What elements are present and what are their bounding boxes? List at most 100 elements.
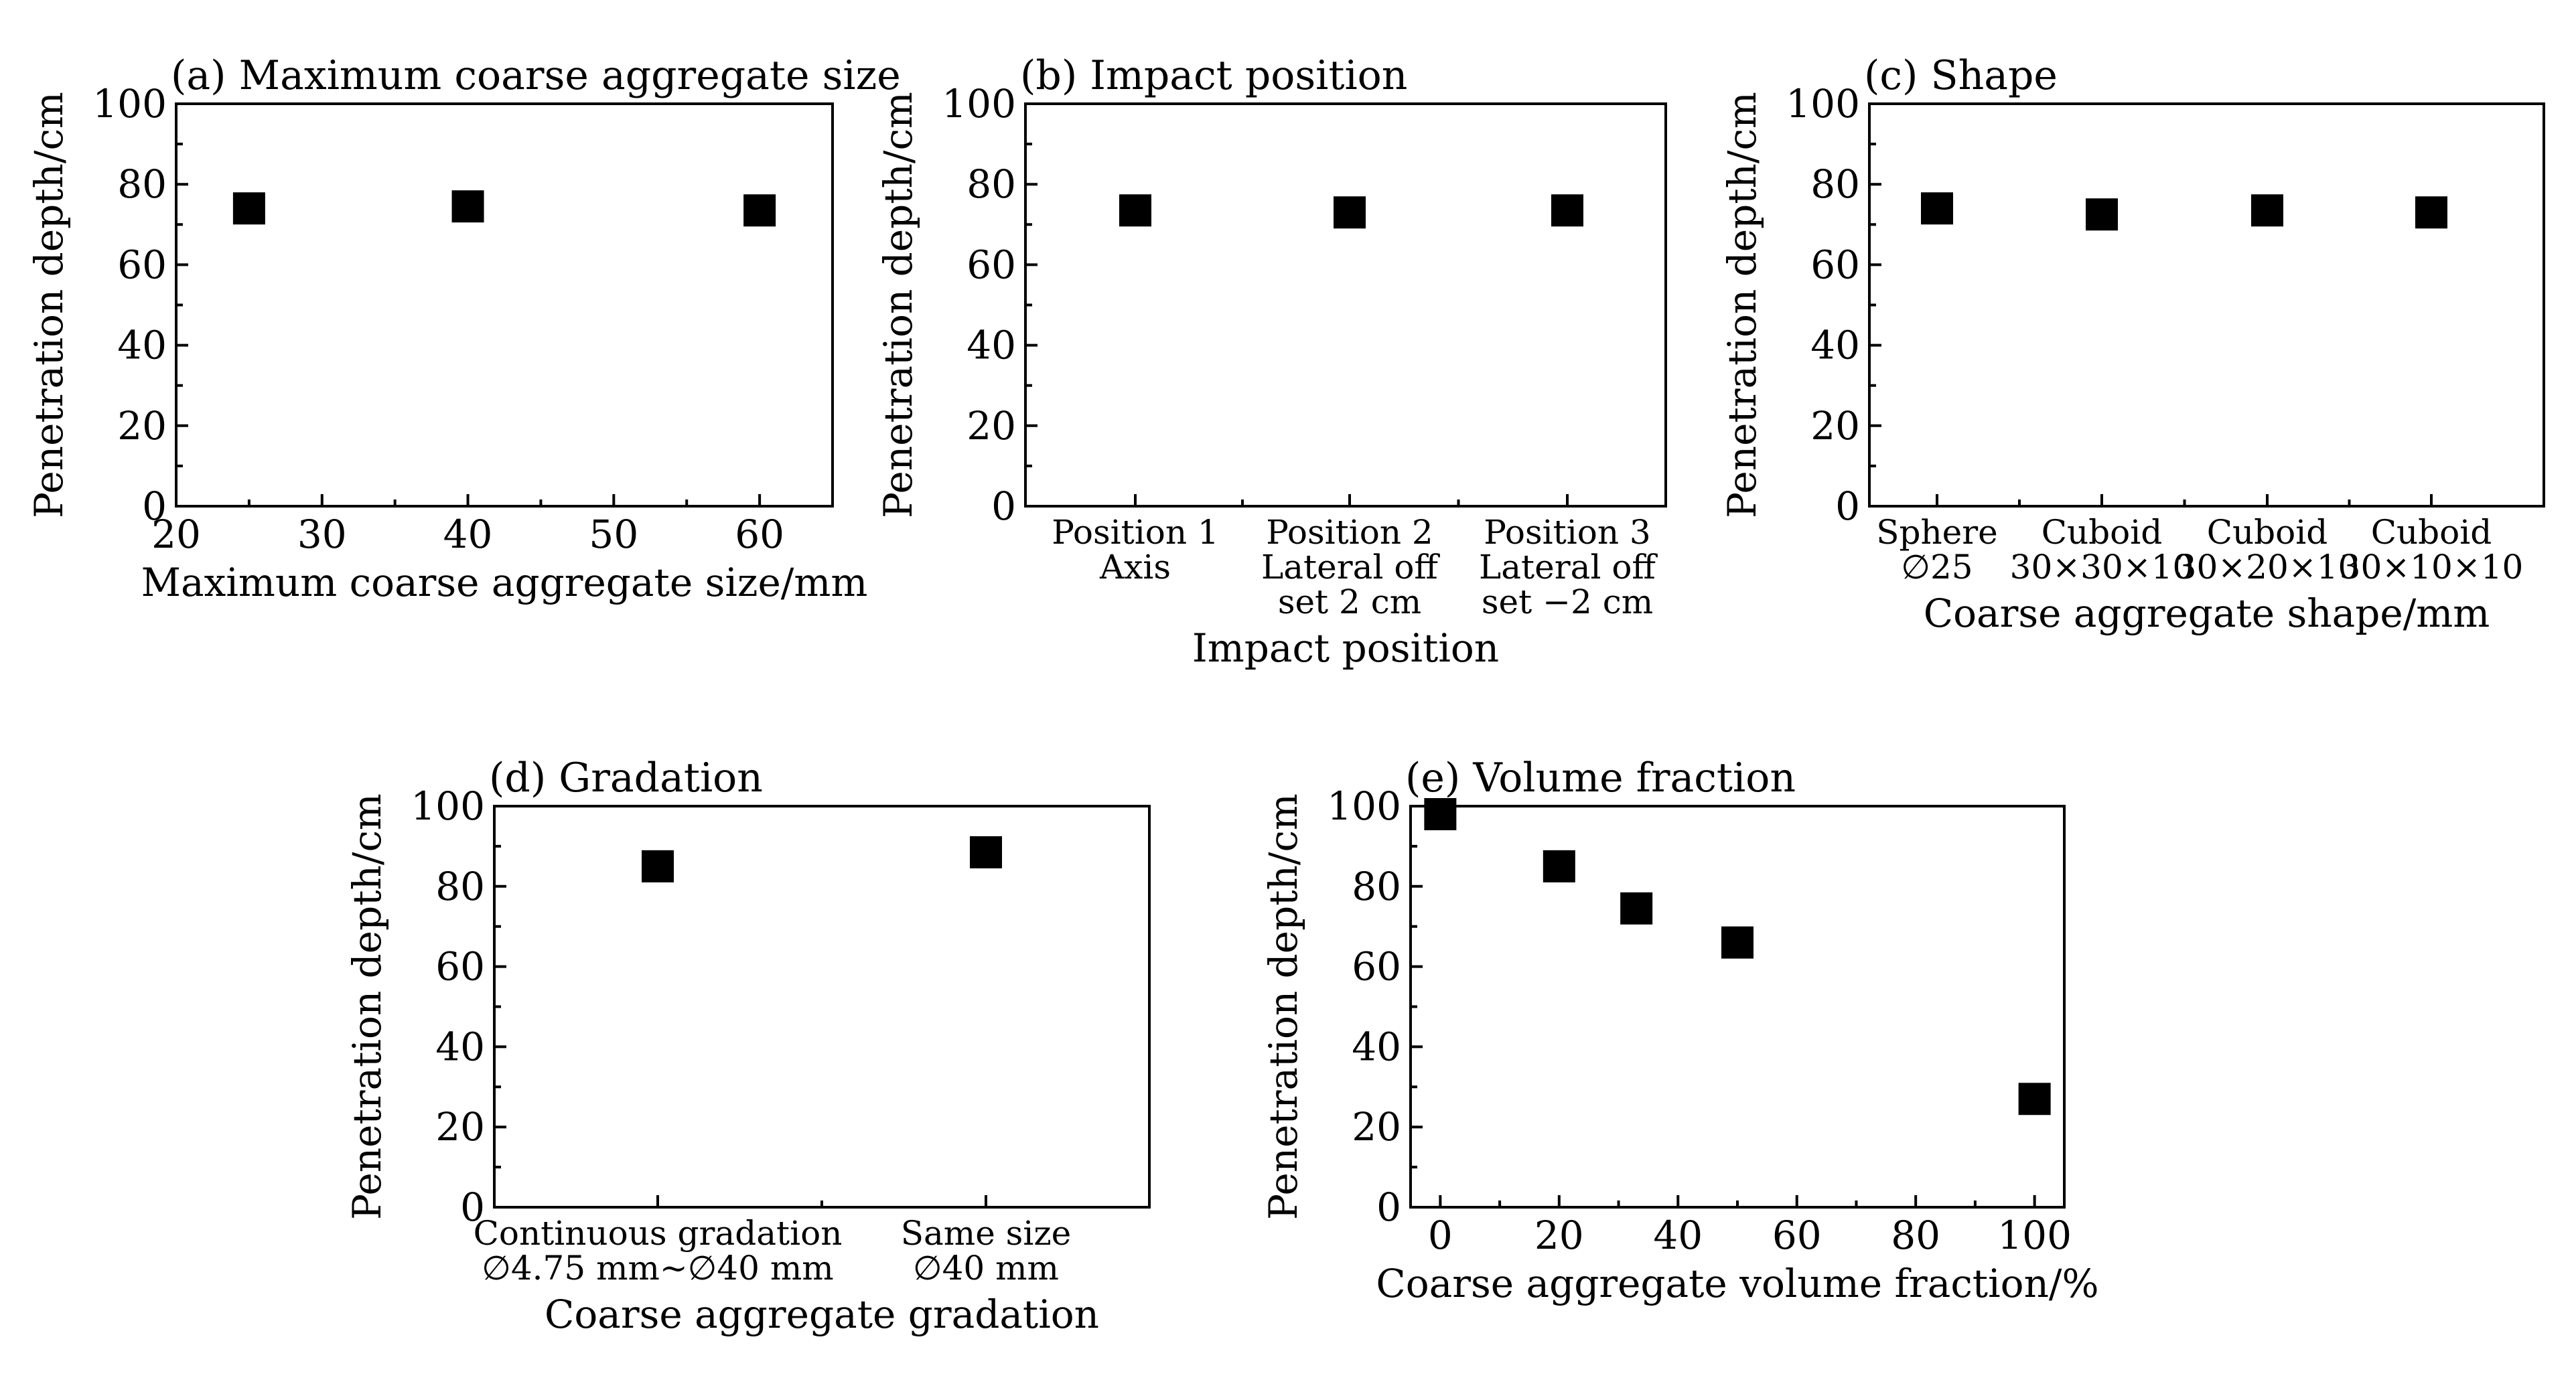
y-tick-label: 60	[117, 242, 167, 287]
y-tick-label: 20	[1810, 403, 1860, 449]
y-tick-label: 0	[991, 483, 1016, 529]
y-axis-label: Penetration depth/cm	[1719, 92, 1765, 518]
y-tick-label: 80	[1810, 161, 1860, 207]
x-axis-label: Coarse aggregate volume fraction/%	[1376, 1261, 2098, 1306]
category-label: ∅4.75 mm~∅40 mm	[482, 1249, 833, 1288]
chart-panel-d: (d) Gradation 0 20 40 60 80 100 Penetration dep…	[344, 755, 1151, 1337]
x-tick-label: 20	[1534, 1213, 1584, 1258]
data-point	[1551, 194, 1583, 227]
x-axis-label: Impact position	[1192, 625, 1499, 671]
category-label: ∅40 mm	[913, 1249, 1059, 1288]
y-tick-label: 60	[435, 944, 485, 990]
chart-panel-e: (e) Volume fraction 0 20 40 60 80 100 Penetrati…	[1261, 755, 2099, 1306]
x-tick-label: 40	[1653, 1213, 1703, 1258]
category-label: Cuboid	[2207, 513, 2328, 552]
plot-frame	[493, 805, 1151, 1209]
category-label: Lateral off	[1261, 548, 1440, 587]
plot-frame	[1868, 102, 2545, 508]
chart-panel-b: (b) Impact position 0 20 40 60 80 100 Penetrati…	[875, 52, 1667, 671]
category-label: Position 3	[1484, 513, 1650, 552]
y-axis-label: Penetration depth/cm	[344, 793, 390, 1220]
panel-title: (b) Impact position	[1020, 52, 1407, 99]
y-tick-label: 100	[1327, 783, 1401, 829]
y-tick-label: 0	[1835, 483, 1860, 529]
y-tick-label: 60	[1810, 242, 1860, 287]
y-tick-label: 40	[117, 323, 167, 368]
y-tick-label: 20	[435, 1104, 485, 1150]
data-point	[1543, 850, 1575, 882]
category-label: set 2 cm	[1278, 583, 1421, 621]
category-label: 30×10×10	[2340, 548, 2524, 587]
data-point	[1334, 196, 1366, 229]
plot-frame	[1409, 805, 2066, 1209]
y-tick-label: 80	[1352, 864, 1401, 909]
y-tick-label: 100	[942, 81, 1016, 127]
y-tick-label: 40	[435, 1024, 485, 1069]
category-label: Position 2	[1266, 513, 1433, 552]
y-tick-label: 100	[411, 783, 485, 829]
panel-title: (c) Shape	[1864, 52, 2058, 99]
y-tick-label: 40	[967, 323, 1016, 368]
data-point	[1721, 926, 1754, 959]
x-tick-label: 50	[589, 512, 638, 557]
plot-frame	[1024, 102, 1667, 508]
y-tick-label: 20	[117, 403, 167, 449]
x-tick-label: 60	[735, 512, 784, 557]
category-label: Continuous gradation	[474, 1214, 843, 1253]
y-tick-label: 40	[1810, 323, 1860, 368]
y-tick-label: 60	[1352, 944, 1401, 990]
panel-title: (d) Gradation	[489, 755, 763, 801]
y-tick-label: 100	[1786, 81, 1860, 127]
y-tick-label: 100	[92, 81, 167, 127]
y-tick-label: 20	[1352, 1104, 1401, 1150]
y-axis-label: Penetration depth/cm	[1261, 793, 1306, 1220]
x-tick-label: 80	[1891, 1213, 1940, 1258]
category-label: 30×20×10	[2175, 548, 2360, 587]
data-point	[232, 192, 265, 225]
x-tick-label: 40	[443, 512, 493, 557]
y-axis-label: Penetration depth/cm	[26, 92, 72, 518]
x-tick-label: 30	[297, 512, 347, 557]
category-label: Position 1	[1052, 513, 1218, 552]
x-axis-label: Maximum coarse aggregate size/mm	[141, 560, 868, 605]
y-tick-label: 60	[967, 242, 1016, 287]
y-tick-label: 80	[967, 161, 1016, 207]
data-point	[743, 194, 776, 227]
category-label: Axis	[1099, 548, 1171, 587]
y-tick-label: 20	[967, 403, 1016, 449]
data-point	[2415, 196, 2447, 229]
y-tick-label: 80	[435, 864, 485, 909]
category-label: set −2 cm	[1482, 583, 1653, 621]
category-label: Lateral off	[1479, 548, 1658, 587]
data-point	[1119, 194, 1151, 227]
data-point	[1620, 892, 1653, 925]
category-label: Same size	[901, 1214, 1072, 1253]
data-point	[2251, 194, 2283, 227]
data-point	[2018, 1083, 2051, 1115]
chart-panel-a: (a) Maximum coarse aggregate size0204060…	[26, 52, 901, 605]
data-point	[451, 190, 484, 223]
y-tick-label: 0	[142, 483, 167, 529]
y-tick-label: 0	[1376, 1184, 1401, 1230]
category-label: Cuboid	[2371, 513, 2492, 552]
plot-frame	[175, 102, 834, 508]
data-point	[1921, 192, 1953, 225]
category-label: ∅25	[1901, 548, 1973, 587]
y-tick-label: 0	[460, 1184, 485, 1230]
panel-title: (e) Volume fraction	[1405, 755, 1796, 801]
x-axis-label: Coarse aggregate shape/mm	[1924, 591, 2490, 636]
x-tick-label: 20	[151, 512, 201, 557]
panel-title: (a) Maximum coarse aggregate size	[171, 52, 901, 99]
chart-panel-c: (c) Shape 0 20 40 60 80 100 Penetration depth/c…	[1719, 52, 2545, 636]
y-tick-label: 80	[117, 161, 167, 207]
x-axis-label: Coarse aggregate gradation	[545, 1292, 1099, 1337]
data-point	[642, 850, 674, 882]
data-point	[970, 836, 1002, 868]
data-point	[1424, 797, 1457, 830]
x-tick-label: 60	[1772, 1213, 1822, 1258]
y-axis-label: Penetration depth/cm	[875, 92, 921, 518]
x-tick-label: 100	[1997, 1213, 2072, 1258]
y-tick-label: 40	[1352, 1024, 1401, 1069]
category-label: Sphere	[1876, 513, 1998, 552]
